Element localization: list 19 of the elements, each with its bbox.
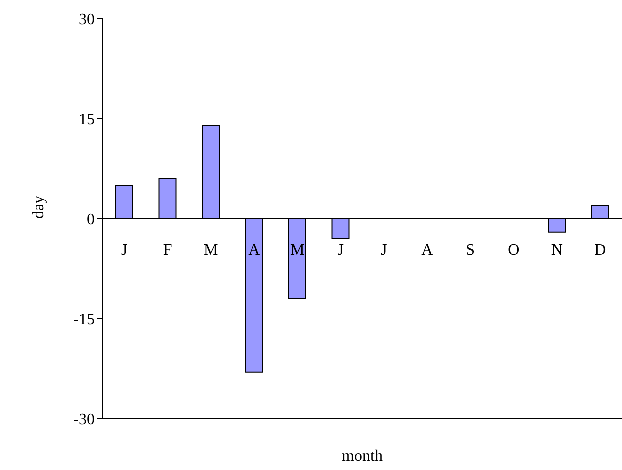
x-tick-label: J — [381, 242, 388, 259]
x-tick-label: A — [422, 242, 434, 259]
x-tick-label: D — [594, 242, 606, 259]
x-tick-label: S — [466, 242, 476, 259]
x-tick-label: A — [248, 242, 261, 259]
y-tick-label: -30 — [74, 412, 95, 429]
x-axis-title: month — [342, 448, 383, 465]
x-tick-label: F — [163, 242, 172, 259]
y-tick-label: -15 — [74, 312, 95, 329]
y-axis-title: day — [30, 196, 48, 219]
y-tick-label: 30 — [79, 12, 95, 29]
x-tick-label: J — [338, 242, 344, 259]
x-tick-label: M — [204, 242, 218, 259]
x-tick-label: O — [508, 242, 520, 259]
y-tick-label: 0 — [87, 212, 95, 229]
x-tick-label: M — [290, 242, 305, 259]
y-tick-label: 15 — [79, 112, 95, 129]
x-tick-label: N — [551, 242, 564, 259]
x-tick-label: J — [122, 242, 128, 259]
